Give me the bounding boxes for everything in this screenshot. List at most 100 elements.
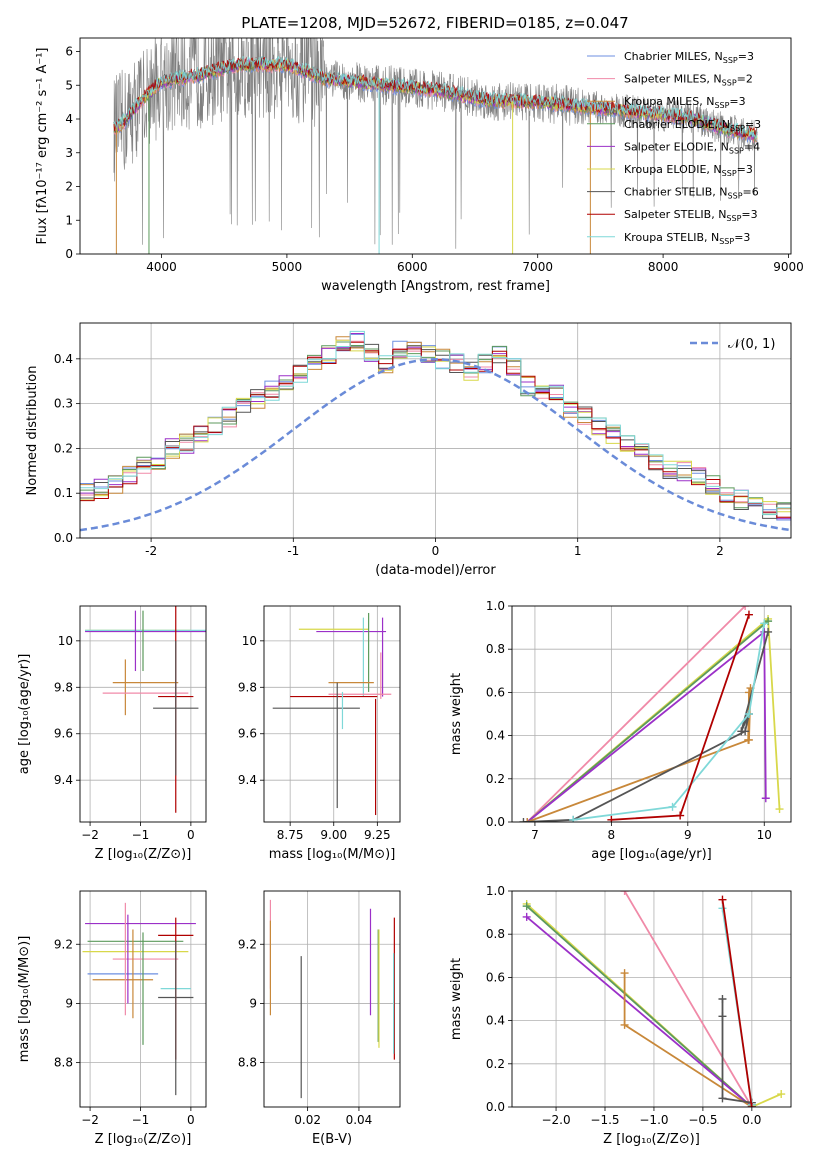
- spectrum-ytick-label: 5: [65, 78, 73, 92]
- residuals-plot: [80, 330, 791, 532]
- spectrum-ylabel: Flux [fλ10⁻¹⁷ erg cm⁻² s⁻¹ A⁻¹]: [35, 48, 50, 245]
- weight_vs_Z-ytick-label: 1.0: [486, 884, 505, 898]
- mass_vs_Z-frame: [79, 890, 207, 1108]
- weight_vs_Z-xtick-label: −1.5: [590, 1113, 619, 1127]
- weight_vs_Z-xtick-label: −2.0: [541, 1113, 570, 1127]
- spectrum-xtick-label: 8000: [648, 260, 679, 274]
- mass_vs_Z-ylabel: mass [log₁₀(M/M⊙)]: [17, 936, 32, 1063]
- age_vs_Z-ytick-label: 9.6: [54, 727, 73, 741]
- weight_vs_age-ytick-label: 0.8: [486, 642, 505, 656]
- age_vs_Z-plot: [85, 606, 206, 813]
- spectrum-xtick-label: 6000: [397, 260, 428, 274]
- weight_vs_Z-series-line: [623, 891, 753, 1107]
- mass_vs_Z-xtick-label: −1: [132, 1113, 150, 1127]
- spectrum-legend-sub: SSP: [728, 192, 743, 201]
- weight_vs_Z-series-line: [526, 903, 782, 1107]
- spectrum-legend-nssp: =2: [737, 73, 753, 86]
- weight_vs_Z-point-marker: [747, 1103, 756, 1107]
- weight_vs_Z-point-marker: [522, 912, 531, 921]
- weight_vs_Z-ytick-label: 0.4: [486, 1014, 505, 1028]
- mass_vs_ebv-xlabel: E(B-V): [312, 1132, 352, 1147]
- weight_vs_Z-point-marker: [620, 969, 629, 978]
- spectrum-legend-sub: SSP: [722, 169, 737, 178]
- spectrum-xtick-label: 7000: [522, 260, 553, 274]
- weight_vs_Z-series-line: [721, 999, 753, 1105]
- spectrum-legend-label: Salpeter ELODIE, NSSP=4: [624, 140, 760, 155]
- residuals-xlabel: (data-model)/error: [375, 563, 496, 578]
- weight_vs_age-point-marker: [744, 710, 753, 718]
- spectrum-legend-label: Kroupa STELIB, NSSP=3: [624, 231, 750, 246]
- residuals-xtick-label: -2: [145, 544, 157, 558]
- weight_vs_age-xtick-label: 10: [757, 828, 772, 842]
- weight_vs_Z-series-line: [623, 973, 753, 1107]
- weight_vs_Z-ytick-label: 0.2: [486, 1057, 505, 1071]
- mass_vs_ebv-ytick-label: 9: [249, 996, 257, 1010]
- spectrum-legend-sub: SSP: [726, 214, 741, 223]
- age_vs_Z-xlabel: Z [log₁₀(Z/Z⊙)]: [95, 847, 192, 862]
- weight_vs_age-point-marker: [668, 802, 677, 811]
- weight_vs_age-point-marker: [523, 818, 532, 822]
- mass_vs_Z-ytick-label: 9.2: [54, 937, 73, 951]
- age_vs_Z-ytick-label: 9.8: [54, 680, 73, 694]
- spectrum-legend-sub: SSP: [723, 56, 738, 65]
- spectrum-ytick-label: 2: [65, 180, 73, 194]
- age_vs_mass-plot: [272, 612, 392, 816]
- residuals-hist-series: [80, 341, 791, 523]
- residuals-frame: [79, 322, 792, 539]
- spectrum-legend-label: Chabrier ELODIE, NSSP=3: [624, 118, 761, 133]
- spectrum-legend-nssp: =3: [745, 118, 761, 131]
- age_vs_mass-xtick-label: 8.75: [277, 828, 304, 842]
- spectrum-xtick-label: 9000: [773, 260, 804, 274]
- residuals-xtick-label: 1: [574, 544, 582, 558]
- age_vs_mass-ytick-label: 9.6: [238, 727, 257, 741]
- age_vs_Z-xtick-label: −2: [81, 828, 99, 842]
- residuals-hist-series: [80, 339, 791, 518]
- mass_vs_ebv-ytick-label: 9.2: [238, 937, 257, 951]
- spectrum-panel: 4000 5000 6000 7000 8000 9000 0 1 2 3 4 5 6 Chabrier …: [35, 37, 804, 294]
- spectrum-legend-label: Kroupa ELODIE, NSSP=3: [624, 163, 753, 178]
- residuals-xtick-label: 0: [432, 544, 440, 558]
- weight_vs_age-point-marker: [744, 735, 753, 744]
- mass_vs_ebv-plot: [269, 899, 395, 1099]
- weight_vs_age-point-marker: [760, 619, 769, 628]
- residuals-ylabel: Normed distribution: [25, 366, 40, 496]
- weight_vs_Z-point-marker: [522, 902, 531, 911]
- weight_vs_Z-xtick-label: −1.0: [639, 1113, 668, 1127]
- weight_vs_age-point-marker: [607, 815, 616, 822]
- mass_vs_Z-xtick-label: 0: [187, 1113, 195, 1127]
- residuals-ytick-label: 0.3: [54, 397, 73, 411]
- weight_vs_Z-point-marker: [718, 895, 727, 904]
- weight_vs_age-plot: [519, 606, 784, 822]
- spectrum-ytick-label: 6: [65, 45, 73, 59]
- spectrum-legend-sub: SSP: [719, 237, 734, 246]
- spectrum-xlabel: wavelength [Angstrom, rest frame]: [321, 279, 550, 294]
- age_vs_mass-ytick-label: 9.8: [238, 680, 257, 694]
- weight_vs_age-xtick-label: 9: [684, 828, 692, 842]
- residuals-ytick-label: 0.4: [54, 352, 73, 366]
- age_vs_Z-frame: [79, 605, 207, 823]
- mass_vs_Z-panel: −2 −1 0 8.8 9 9.2 Z [log₁₀(Z/Z⊙)] mass [log₁₀(M…: [17, 890, 207, 1147]
- residuals-xtick-label: 2: [716, 544, 724, 558]
- age_vs_mass-ytick-label: 10: [242, 634, 257, 648]
- weight_vs_Z-ytick-label: 0.6: [486, 970, 505, 984]
- residuals-ytick-label: 0.1: [54, 486, 73, 500]
- weight_vs_Z-xlabel: Z [log₁₀(Z/Z⊙)]: [603, 1132, 700, 1147]
- spectrum-model-line: [113, 55, 758, 139]
- mass_vs_Z-xlabel: Z [log₁₀(Z/Z⊙)]: [95, 1132, 192, 1147]
- weight_vs_Z-series-line: [526, 905, 753, 1107]
- weight_vs_Z-panel: −2.0 −1.5 −1.0 −0.5 0.0 0.0 0.2 0.4 0.6 0.8 1.0 Z […: [449, 884, 792, 1147]
- weight_vs_Z-xtick-label: 0.0: [742, 1113, 761, 1127]
- residuals-hist-series: [80, 343, 791, 519]
- spectrum-legend-label: Chabrier STELIB, NSSP=6: [624, 186, 759, 201]
- residuals-legend-label: 𝒩(0, 1): [728, 337, 775, 352]
- residuals-hist-series: [80, 333, 791, 526]
- residuals-hist-series: [80, 336, 791, 526]
- spectrum-legend-nssp: =3: [738, 50, 754, 63]
- weight_vs_age-ytick-label: 0.0: [486, 815, 505, 829]
- weight_vs_age-xlabel: age [log₁₀(age/yr)]: [591, 847, 712, 862]
- mass_vs_ebv-xtick-label: 0.04: [346, 1113, 373, 1127]
- spectrum-plot: [113, 38, 758, 254]
- mass_vs_ebv-panel: 0.02 0.04 8.8 9 9.2 E(B-V): [238, 890, 401, 1147]
- spectrum-legend-nssp: =3: [741, 208, 757, 221]
